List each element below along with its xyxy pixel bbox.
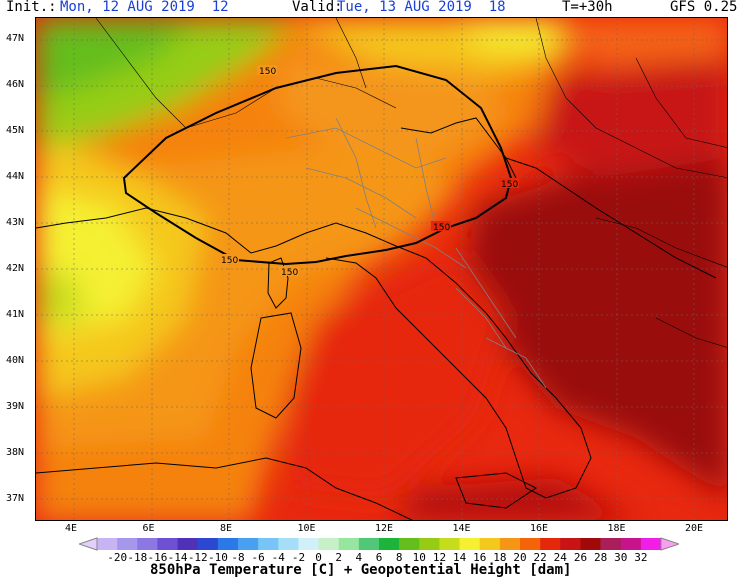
colorbar-tick-label: 18: [493, 551, 507, 564]
valid-time: Tue, 13 AUG 2019 18: [337, 0, 506, 15]
colorbar-swatch: [338, 538, 360, 550]
map-panel: 150 150 150 150 150: [35, 17, 728, 521]
colorbar-tick-label: 22: [533, 551, 547, 564]
init-label: Init.:: [6, 0, 57, 15]
colorbar-tick-label: 10: [412, 551, 426, 564]
lat-label: 39N: [6, 401, 25, 412]
geopotential-contour-150: [122, 64, 513, 266]
colorbar-tick-label: 28: [593, 551, 608, 564]
lon-label: 6E: [142, 523, 155, 534]
lon-label: 20E: [685, 523, 704, 534]
colorbar-tick-label: 32: [634, 551, 648, 564]
colorbar-swatch: [560, 538, 581, 550]
colorbar-tick-label: -8: [231, 551, 245, 564]
colorbar-swatch: [499, 538, 521, 550]
colorbar-tick-label: 24: [553, 551, 567, 564]
colorbar-swatch: [197, 538, 219, 550]
lat-label: 43N: [6, 217, 25, 228]
colorbar-tick-label: -16: [147, 551, 168, 564]
colorbar-swatch: [97, 538, 118, 550]
lat-label: 42N: [6, 263, 25, 274]
colorbar-swatch: [157, 538, 178, 550]
colorbar-swatch: [358, 538, 380, 550]
colorbar-tick-label: 2: [335, 551, 343, 564]
colorbar-tick-label: -2: [291, 551, 306, 564]
forecast-step: T=+30h: [562, 0, 613, 15]
colorbar-min-arrow: [79, 537, 98, 551]
lon-label: 12E: [375, 523, 394, 534]
lon-label: 18E: [607, 523, 626, 534]
lon-label: 14E: [452, 523, 471, 534]
coastlines: [36, 117, 717, 520]
colorbar-max-arrow: [660, 537, 679, 551]
lat-label: 41N: [6, 309, 25, 320]
colorbar-swatch: [600, 538, 622, 550]
colorbar-tick-label: 14: [452, 551, 467, 564]
colorbar-tick-label: -14: [167, 551, 188, 564]
borders: [95, 18, 727, 348]
colorbar-tick-label: 26: [573, 551, 588, 564]
lon-label: 4E: [65, 523, 78, 534]
lat-label: 40N: [6, 355, 25, 366]
contour-label-west: 150: [221, 256, 238, 266]
lat-label: 37N: [6, 493, 25, 504]
colorbar-swatch: [217, 538, 239, 550]
model-name: GFS 0.25: [670, 0, 738, 15]
colorbar-tick-label: 0: [315, 551, 322, 564]
colorbar-swatch: [540, 538, 561, 550]
lon-label: 16E: [530, 523, 549, 534]
contour-labels: 150 150 150 150 150: [219, 65, 519, 278]
contour-label-corsica: 150: [281, 268, 298, 278]
colorbar-swatch: [399, 538, 420, 550]
lat-label: 38N: [6, 447, 25, 458]
temperature-field: [36, 18, 727, 520]
colorbar-tick-label: 6: [375, 551, 383, 564]
contour-label-adriatic: 150: [501, 180, 518, 190]
colorbar-swatch: [298, 538, 319, 550]
colorbar-swatch: [520, 538, 541, 550]
colorbar-swatch: [117, 538, 138, 550]
colorbar-swatch: [258, 538, 279, 550]
colorbar-tick-label: 20: [513, 551, 527, 564]
lat-label: 47N: [6, 33, 25, 44]
colorbar-swatch: [439, 538, 460, 550]
colorbar-swatch: [137, 538, 158, 550]
colorbar-swatch: [177, 538, 199, 550]
colorbar-tick-label: 16: [473, 551, 487, 564]
contour-label-north: 150: [259, 67, 276, 77]
lat-label: 46N: [6, 79, 25, 90]
colorbar-swatch: [318, 538, 340, 550]
colorbar-tick-label: 30: [614, 551, 628, 564]
temperature-map: 150 150 150 150 150: [36, 18, 727, 520]
colorbar-swatch: [479, 538, 501, 550]
contour-label-east: 150: [433, 223, 450, 233]
colorbar-swatch: [620, 538, 642, 550]
colorbar-tick-label: 8: [395, 551, 403, 564]
init-time: Mon, 12 AUG 2019 12: [60, 0, 229, 15]
colorbar-tick-label: -12: [187, 551, 208, 564]
colorbar-swatch: [238, 538, 259, 550]
colorbar-swatch: [640, 538, 662, 550]
region-borders: [285, 117, 547, 389]
lat-label: 44N: [6, 171, 25, 182]
colorbar-swatch: [459, 538, 481, 550]
lon-label: 10E: [297, 523, 316, 534]
colorbar-swatch: [580, 538, 601, 550]
colorbar-tick-label: -18: [127, 551, 148, 564]
colorbar-tick-label: -20: [107, 551, 128, 564]
colorbar-tick-label: -4: [271, 551, 285, 564]
colorbar-swatch: [379, 538, 400, 550]
colorbar-tick-label: 12: [432, 551, 447, 564]
valid-label: Valid:: [292, 0, 343, 15]
colorbar-tick-label: 4: [355, 551, 363, 564]
colorbar-swatch: [278, 538, 299, 550]
lon-label: 8E: [220, 523, 233, 534]
lat-label: 45N: [6, 125, 25, 136]
colorbar-tick-label: -10: [207, 551, 228, 564]
colorbar-swatch: [419, 538, 440, 550]
temperature-colorbar: [79, 537, 679, 551]
graticule: [36, 18, 727, 520]
colorbar-tick-label: -6: [251, 551, 265, 564]
map-caption: 850hPa Temperature [C] + Geopotential He…: [150, 562, 572, 578]
